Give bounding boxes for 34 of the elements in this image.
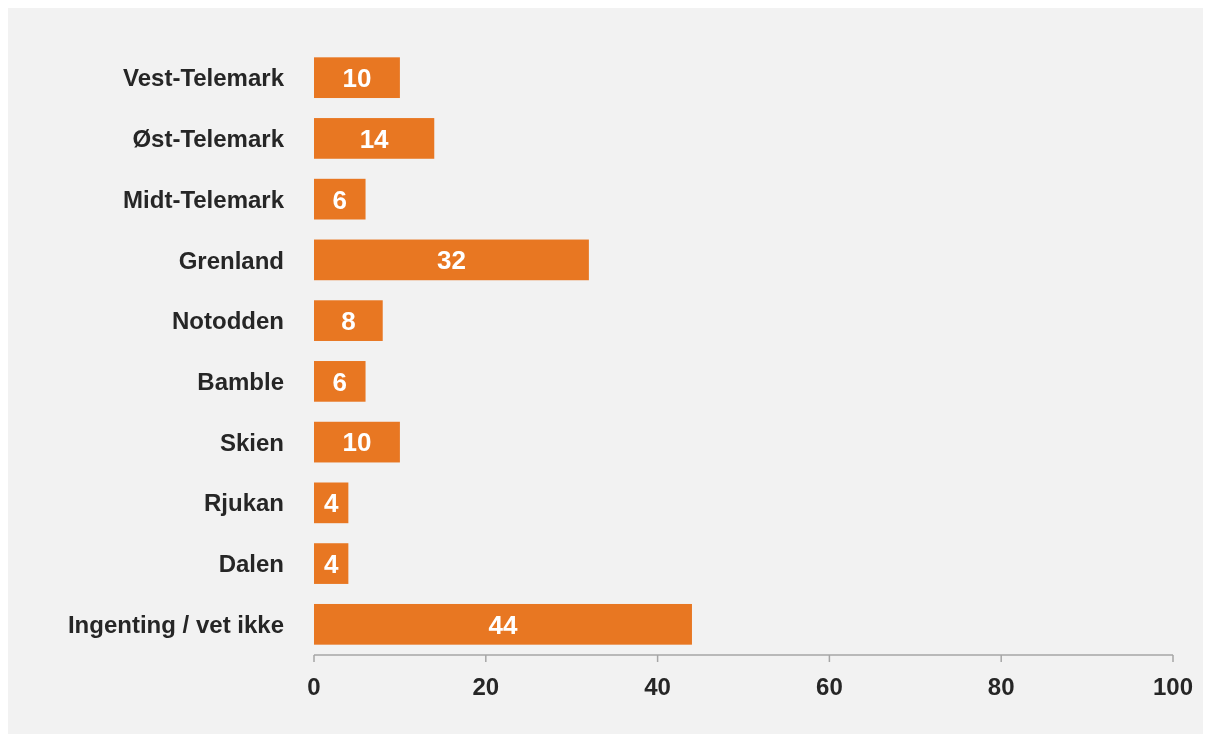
y-tick-label: Rjukan	[203, 489, 284, 517]
bar	[314, 239, 589, 281]
data-label: 10	[342, 63, 372, 94]
bar	[314, 361, 366, 402]
bar	[314, 57, 400, 99]
data-label: 4	[323, 488, 339, 519]
data-label: 10	[342, 427, 372, 458]
y-tick-label: Notodden	[172, 307, 284, 335]
x-tick-label: 40	[644, 673, 671, 700]
y-tick-label: Midt-Telemark	[123, 185, 285, 213]
data-label: 44	[488, 609, 518, 640]
x-tick-label: 60	[816, 673, 843, 700]
bar	[314, 421, 400, 463]
bar	[314, 178, 366, 220]
data-label: 6	[332, 184, 347, 215]
y-tick-label: Bamble	[197, 368, 284, 396]
data-label: 14	[359, 123, 390, 154]
x-tick-label: 0	[307, 673, 321, 700]
x-tick-label: 80	[987, 673, 1015, 700]
data-label: 32	[436, 245, 466, 276]
bar	[314, 300, 383, 341]
y-tick-label: Vest-Telemark	[123, 64, 285, 92]
bar	[314, 118, 435, 159]
x-tick-label: 20	[472, 673, 500, 700]
data-label: 6	[332, 366, 347, 397]
data-label: 4	[323, 548, 339, 579]
y-tick-label: Ingenting / vet ikke	[67, 610, 284, 638]
y-tick-label: Skien	[219, 428, 284, 456]
data-label: 8	[341, 305, 356, 336]
x-tick-label: 100	[1152, 673, 1194, 700]
y-tick-label: Grenland	[178, 246, 284, 274]
y-tick-label: Dalen	[218, 550, 284, 578]
bar	[314, 603, 692, 645]
y-tick-label: Øst-Telemark	[132, 125, 285, 153]
